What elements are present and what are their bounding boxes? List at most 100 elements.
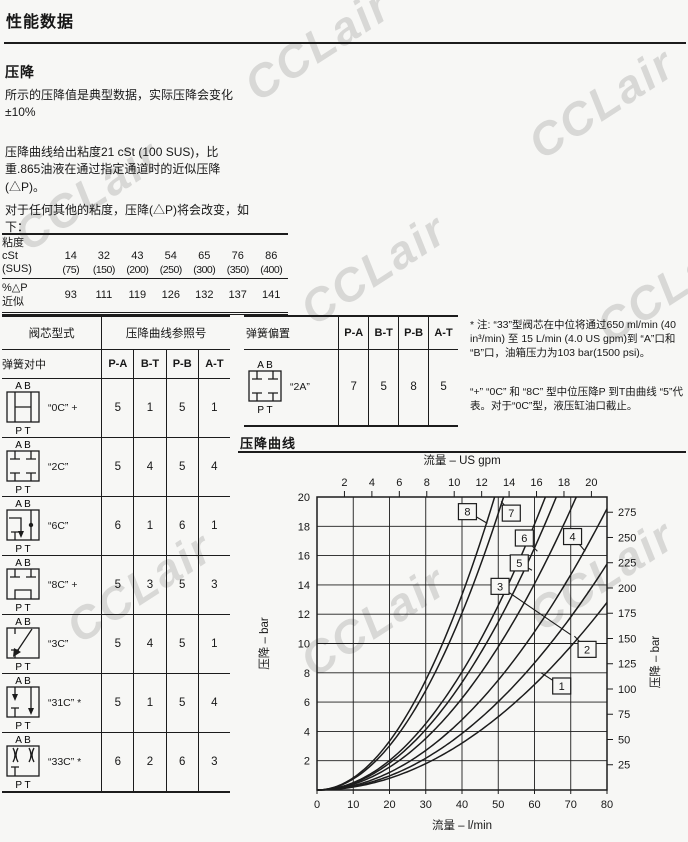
svg-text:P T: P T: [15, 603, 30, 613]
watermark-text: CCLair: [518, 36, 684, 170]
valve-symbol-3c-icon: A B P T: [6, 617, 40, 672]
svg-text:20: 20: [383, 799, 395, 811]
spool-name-label: “2C”: [48, 461, 69, 473]
curve-ref-value: 5: [101, 378, 134, 438]
spring-name-label: “2A”: [290, 381, 310, 394]
svg-text:8: 8: [304, 668, 310, 680]
curve-ref-value: 4: [197, 437, 230, 497]
spring-table-grid: 弹簧偏置 P-A B-T P-B A-T A B P T “2A” 7 5 8 5: [244, 315, 458, 427]
x-axis-bottom-label: 流量 – l/min: [432, 818, 492, 832]
curve-ref-value: 5: [101, 614, 134, 674]
svg-text:30: 30: [420, 799, 432, 811]
curve-ref-value: 3: [197, 732, 230, 792]
curve-2: [317, 563, 608, 791]
svg-text:10: 10: [448, 477, 460, 489]
svg-text:10: 10: [298, 639, 310, 651]
y-axis-right-label: 压降 – bar: [648, 636, 662, 689]
pct-dp-value-cell: 132: [195, 289, 214, 302]
viscosity-value-cell: 14 (75): [62, 250, 80, 276]
svg-text:70: 70: [565, 799, 577, 811]
svg-text:14: 14: [298, 580, 310, 592]
pct-dp-value-cell: 137: [228, 289, 247, 302]
spool-type-table: 阀芯型式 压降曲线参照号 弹簧对中 P-A B-T P-B A-T A B P T “0C” + 5…: [2, 315, 230, 793]
spool-name-label: “31C” *: [48, 697, 82, 709]
curve-ref-value: 6: [101, 732, 134, 792]
curve-label-4: 4: [570, 532, 576, 544]
svg-text:18: 18: [558, 477, 570, 489]
svg-text:10: 10: [347, 799, 359, 811]
paragraph-2: 压降曲线给出粘度21 cSt (100 SUS)，比重.865油液在通过指定通道…: [5, 145, 221, 194]
curve-label-6: 6: [521, 533, 527, 545]
spring-row: A B P T “2A” 7 5 8 5: [244, 349, 458, 426]
row-header-spring-centered: 弹簧对中: [2, 359, 46, 371]
svg-text:16: 16: [530, 477, 542, 489]
svg-text:A B: A B: [15, 440, 31, 451]
svg-text:20: 20: [298, 492, 310, 504]
curve-ref-value: 4: [133, 614, 167, 674]
curve-label-7: 7: [508, 508, 514, 520]
spring-offset-title: 弹簧偏置: [246, 328, 290, 340]
watermark-text: CCLair: [234, 0, 400, 112]
valve-symbol-2c-icon: A B P T: [6, 440, 40, 495]
curve-label-box-7: [501, 504, 521, 522]
curve-ref-value: 2: [133, 732, 167, 792]
curve-1: [317, 602, 608, 791]
curve-ref-value: 1: [133, 673, 167, 733]
pct-dp-value-cell: 93: [64, 289, 77, 302]
svg-text:150: 150: [618, 633, 636, 645]
svg-text:275: 275: [618, 507, 636, 519]
svg-text:12: 12: [298, 609, 310, 621]
svg-text:40: 40: [456, 799, 468, 811]
viscosity-value-cell: 65 (300): [193, 250, 216, 276]
curve-label-box-4: [562, 527, 583, 546]
spool-name-label: “6C”: [48, 520, 69, 532]
col-header-a-t: A-T: [197, 349, 230, 379]
valve-symbol-2a-icon: A B P T: [248, 360, 282, 415]
chart-heading: 压降曲线: [240, 436, 297, 451]
valve-symbol-0c-icon: A B P T: [6, 381, 40, 436]
svg-text:P T: P T: [15, 780, 30, 790]
col-header-p-a: P-A: [338, 316, 369, 350]
curve-ref-value: 4: [133, 437, 167, 497]
svg-text:P T: P T: [15, 662, 30, 672]
col-header-b-t: B-T: [368, 316, 399, 350]
curve-label-8: 8: [464, 507, 470, 519]
spool-name-cell: A B P T “6C”: [2, 497, 102, 556]
page-title: 性能数据: [6, 14, 75, 31]
spring-name-cell: A B P T “2A”: [244, 350, 339, 426]
spring-offset-table: 弹簧偏置 P-A B-T P-B A-T A B P T “2A” 7 5 8 5: [244, 315, 458, 427]
curve-ref-value: 1: [197, 614, 230, 674]
curve-label-3: 3: [497, 581, 503, 593]
spool-table-title: 阀芯型式: [28, 328, 75, 340]
svg-text:200: 200: [618, 583, 636, 595]
valve-symbol-31c-icon: A B P T: [6, 676, 40, 731]
pct-dp-value-cell: 126: [161, 289, 180, 302]
svg-text:100: 100: [618, 684, 636, 696]
svg-text:8: 8: [424, 477, 430, 489]
curve-ref-value: 5: [368, 349, 399, 426]
title-rule: [4, 42, 686, 44]
spool-name-label: “3C”: [48, 638, 69, 650]
col-header-p-a: P-A: [101, 349, 134, 379]
svg-text:250: 250: [618, 532, 636, 544]
svg-text:A B: A B: [15, 676, 31, 687]
paragraph-3: 对于任何其他的粘度，压降(△P)将会改变，如下：: [5, 203, 249, 235]
curve-ref-value: 5: [165, 437, 199, 497]
curve-ref-value: 1: [197, 378, 230, 438]
curve-label-box-1: [552, 677, 572, 695]
viscosity-value-cell: 54 (250): [159, 250, 183, 276]
curve-ref-value: 5: [165, 614, 199, 674]
svg-text:4: 4: [304, 726, 310, 738]
valve-symbol-33c-icon: A B P T: [6, 735, 40, 790]
spool-name-label: “33C” *: [48, 756, 82, 768]
valve-symbol-8c-icon: A B P T: [6, 558, 40, 613]
footnote-2: “+” “0C” 和 “8C” 型中位压降P 到T由曲线 “5”代表。对于“0C…: [470, 386, 684, 413]
viscosity-value-cell: 76 (350): [226, 250, 250, 276]
curve-ref-value: 5: [428, 349, 458, 426]
svg-text:A B: A B: [15, 735, 31, 746]
svg-text:A B: A B: [15, 381, 31, 392]
y-axis-left-label: 压降 – bar: [257, 617, 271, 670]
svg-text:6: 6: [304, 697, 310, 709]
